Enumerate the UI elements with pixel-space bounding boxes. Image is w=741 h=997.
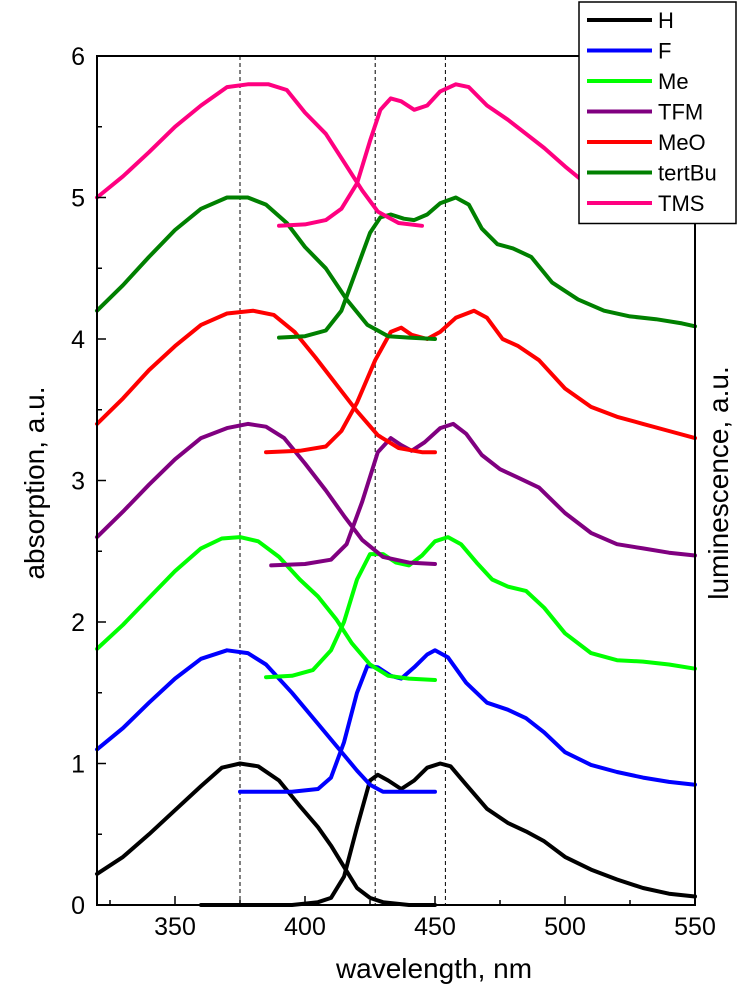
luminescence-curve-tertbu bbox=[277, 195, 697, 340]
absorption-curve-tfm bbox=[95, 421, 437, 566]
x-tick-label: 450 bbox=[414, 913, 456, 941]
y-tick-label: 6 bbox=[71, 43, 85, 71]
x-tick-label: 400 bbox=[284, 913, 326, 941]
luminescence-curve-f bbox=[238, 648, 697, 794]
legend-label: F bbox=[658, 39, 671, 64]
luminescence-curve-h bbox=[199, 761, 697, 907]
legend-label: tertBu bbox=[658, 161, 717, 186]
x-tick-label: 550 bbox=[674, 913, 716, 941]
x-tick-label: 350 bbox=[154, 913, 196, 941]
luminescence-curve-me bbox=[264, 535, 697, 680]
y-axis-title: absorption, a.u. bbox=[19, 386, 50, 579]
x-tick-label: 500 bbox=[544, 913, 586, 941]
y-tick-label: 0 bbox=[71, 892, 85, 920]
absorption-curve-meo bbox=[95, 308, 437, 455]
y-axis: 0 1 2 3 4 5 6 bbox=[71, 43, 106, 920]
absorption-curve-f bbox=[95, 648, 437, 794]
legend-label: Me bbox=[658, 69, 689, 94]
luminescence-curve-meo bbox=[264, 308, 697, 455]
y2-axis-title: luminescence, a.u. bbox=[703, 366, 734, 599]
spectra-curves bbox=[95, 82, 697, 907]
legend: HF Me TFM MeO tertBu TMS bbox=[578, 1, 737, 225]
y-tick-label: 1 bbox=[71, 751, 85, 779]
x-axis-title: wavelength, nm bbox=[335, 953, 532, 984]
legend-label: TMS bbox=[658, 191, 704, 216]
legend-label: H bbox=[658, 8, 674, 33]
luminescence-curve-tfm bbox=[269, 421, 697, 568]
x-axis: 350 400 450 500 550 bbox=[109, 896, 716, 941]
legend-label: MeO bbox=[658, 130, 706, 155]
absorption-curve-h bbox=[95, 761, 437, 907]
absorption-curve-tertbu bbox=[95, 195, 437, 341]
absorption-curve-me bbox=[95, 535, 437, 682]
y-tick-label: 2 bbox=[71, 609, 85, 637]
y-tick-label: 3 bbox=[71, 468, 85, 496]
y-tick-label: 4 bbox=[71, 326, 85, 354]
legend-label: TFM bbox=[658, 100, 703, 125]
luminescence-curve-tms bbox=[277, 82, 606, 228]
absorption-curve-tms bbox=[95, 82, 424, 228]
y-tick-label: 5 bbox=[71, 185, 85, 213]
